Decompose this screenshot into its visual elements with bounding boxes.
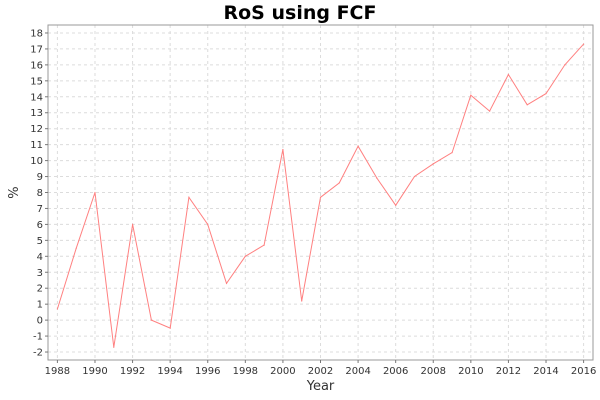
x-tick-label: 1994	[157, 366, 182, 377]
data-point	[56, 308, 58, 310]
y-tick-label: 2	[37, 284, 43, 295]
y-tick-label: 6	[37, 220, 43, 231]
data-point	[263, 244, 265, 246]
y-tick-label: 9	[37, 172, 43, 183]
x-tick-label: 1990	[82, 366, 107, 377]
data-point	[526, 104, 528, 106]
data-point	[338, 182, 340, 184]
y-tick-label: 13	[30, 108, 43, 119]
x-tick-label: 1998	[233, 366, 258, 377]
series-layer	[56, 43, 585, 348]
y-tick-label: 0	[37, 316, 43, 327]
y-tick-label: 16	[30, 60, 43, 71]
y-tick-label: 14	[30, 92, 43, 103]
chart-title: RoS using FCF	[223, 2, 377, 24]
x-tick-label: 1992	[120, 366, 145, 377]
x-tick-label: 2012	[496, 366, 521, 377]
grid	[48, 25, 593, 360]
data-point	[451, 152, 453, 154]
data-point	[169, 327, 171, 329]
y-tick-label: 11	[30, 140, 43, 151]
y-tick-label: 17	[30, 44, 43, 55]
data-point	[564, 64, 566, 66]
data-point	[150, 319, 152, 321]
y-tick-label: 8	[37, 188, 43, 199]
x-tick-label: 1988	[45, 366, 70, 377]
data-point	[94, 191, 96, 194]
data-point	[470, 94, 472, 96]
data-point	[75, 247, 77, 249]
y-axis-label: %	[7, 186, 22, 198]
data-point	[244, 255, 246, 257]
x-tick-label: 2002	[308, 366, 333, 377]
x-axis-label: Year	[306, 379, 335, 394]
x-tick-label: 2004	[345, 366, 370, 377]
data-point	[207, 223, 209, 226]
data-point	[113, 346, 115, 348]
y-tick-label: 15	[30, 76, 43, 87]
data-point	[432, 163, 434, 165]
data-point	[489, 110, 491, 112]
x-tick-label: 2000	[270, 366, 295, 377]
x-tick-label: 2006	[383, 366, 408, 377]
data-point	[225, 282, 228, 285]
x-tick-label: 2010	[458, 366, 483, 377]
data-point	[507, 73, 510, 76]
y-tick-label: -2	[33, 348, 43, 359]
x-tick-label: 1996	[195, 366, 220, 377]
data-point	[282, 148, 284, 151]
y-tick-label: 7	[37, 204, 43, 215]
data-point	[319, 196, 322, 198]
data-point	[301, 300, 303, 302]
data-point	[545, 92, 547, 95]
data-point	[131, 223, 134, 226]
data-point	[413, 175, 416, 178]
y-tick-label: -1	[33, 332, 43, 343]
y-tick-label: 12	[30, 124, 43, 135]
x-tick-label: 2008	[421, 366, 446, 377]
y-tick-label: 18	[30, 28, 43, 39]
x-tick-label: 2014	[533, 366, 558, 377]
data-point	[188, 196, 190, 198]
y-tick-label: 1	[37, 300, 43, 311]
y-tick-label: 5	[37, 236, 43, 247]
data-point	[583, 43, 585, 45]
y-tick-label: 10	[30, 156, 43, 167]
y-tick-label: 4	[37, 252, 43, 263]
x-tick-label: 2016	[571, 366, 596, 377]
data-point	[357, 145, 359, 147]
y-tick-label: 3	[37, 268, 43, 279]
data-point	[395, 204, 397, 206]
data-point	[376, 177, 378, 179]
